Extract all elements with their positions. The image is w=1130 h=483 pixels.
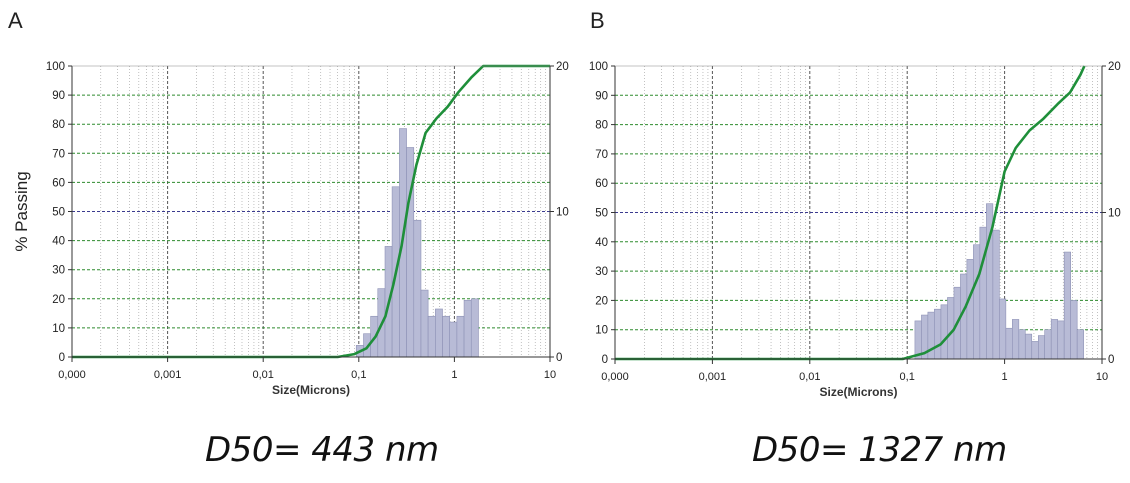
panel-b-y2-tick-label: 0: [1108, 354, 1114, 366]
panel-b-histogram-bar: [1024, 333, 1033, 360]
panel-a-y-tick-label: 100: [46, 61, 65, 73]
panel-a-histogram-bar: [442, 315, 451, 358]
panel-b-histogram-bar: [1070, 300, 1078, 360]
panel-b-y-tick-label: 20: [595, 295, 608, 307]
panel-a-y-tick-label: 70: [52, 148, 65, 160]
panel-b-histogram-bar: [1044, 329, 1052, 360]
panel-a-y-tick-label: 30: [52, 265, 65, 277]
panel-a-y-tick-label: 20: [52, 294, 65, 306]
panel-a-y-axis-title: % Passing: [12, 171, 31, 251]
panel-b-histogram-bar: [934, 308, 942, 360]
panel-a-letter: A: [8, 8, 23, 33]
panel-a-histogram-bar: [435, 308, 443, 358]
panel-a-histogram-bar: [420, 289, 429, 358]
panel-b-histogram-bar: [1057, 320, 1065, 360]
panel-a-x-tick-label: 10: [544, 369, 556, 381]
panel-b-y-tick-label: 100: [589, 61, 608, 73]
panel-b-d50-label: D50= 1327 nm: [752, 430, 1007, 470]
panel-b-y-tick-label: 80: [595, 120, 608, 132]
panel-b-y-tick-label: 60: [595, 178, 608, 190]
panel-b-y-tick-label: 0: [602, 354, 608, 366]
panel-a-histogram-bar: [427, 315, 436, 358]
panel-b-histogram-bar: [1018, 329, 1026, 360]
panel-a-x-tick-label: 1: [451, 369, 457, 381]
panel-b-x-tick-label: 0,001: [699, 371, 727, 383]
panel-a-x-tick-label: 0,000: [58, 369, 86, 381]
panel-b-histogram-bar: [1076, 329, 1084, 360]
panel-a-histogram-bar: [413, 219, 422, 358]
panel-b-histogram-bar: [1005, 327, 1013, 360]
panel-a-x-tick-label: 0,001: [154, 369, 182, 381]
panel-a-y-tick-label: 40: [52, 236, 65, 248]
panel-a-y2-tick-label: 10: [556, 207, 569, 219]
panel-a-y-tick-label: 80: [52, 119, 65, 131]
panel-a-y-tick-label: 0: [59, 352, 65, 364]
panel-b-histogram-bar: [1063, 251, 1071, 360]
panel-b-histogram-bar: [992, 229, 1000, 360]
panel-a-y-tick-label: 90: [52, 90, 65, 102]
panel-b-letter: B: [590, 8, 605, 33]
panel-b-histogram-bar: [973, 244, 981, 360]
panel-b-histogram-bar: [940, 304, 948, 360]
panel-a-y2-tick-label: 0: [556, 352, 562, 364]
panel-b-x-tick-label: 0,01: [799, 371, 820, 383]
panel-a-histogram-bar: [449, 321, 458, 358]
panel-a-histogram-bar: [470, 298, 479, 358]
panel-b-x-axis-title: Size(Microns): [819, 385, 897, 399]
panel-b-plot-area: [615, 66, 1102, 359]
panel-a-y2-tick-label: 20: [556, 61, 569, 73]
panel-b-x-tick-label: 0,000: [601, 371, 629, 383]
panel-b-histogram-bar: [1012, 319, 1020, 360]
panel-a-y-tick-label: 50: [52, 207, 65, 219]
panel-a-histogram-bar: [463, 299, 472, 358]
panel-a-y-tick-label: 10: [52, 323, 65, 335]
panel-b-x-tick-label: 10: [1096, 371, 1108, 383]
panel-b-histogram-bar: [1050, 319, 1059, 360]
panel-b-y-tick-label: 90: [595, 90, 608, 102]
panel-b-y2-tick-label: 10: [1108, 208, 1121, 220]
panel-a-x-axis-title: Size(Microns): [272, 383, 350, 397]
panel-b-y-tick-label: 70: [595, 149, 608, 161]
panel-a-x-tick-label: 0,01: [252, 369, 273, 381]
panel-b-y-tick-label: 50: [595, 208, 608, 220]
panel-b-y-tick-label: 40: [595, 237, 608, 249]
panel-b-histogram-bar: [1038, 335, 1045, 360]
panel-b-histogram-bar: [979, 226, 987, 360]
panel-a-histogram-bar: [456, 315, 465, 358]
panel-b-y-tick-label: 30: [595, 266, 608, 278]
panel-b-histogram-bar: [947, 297, 955, 360]
panel-b-x-tick-label: 0,1: [900, 371, 915, 383]
panel-a-x-tick-label: 0,1: [351, 369, 366, 381]
panel-b-histogram-bar: [999, 298, 1007, 360]
panel-b-histogram-bar: [1031, 341, 1039, 360]
panel-a-y-tick-label: 60: [52, 177, 65, 189]
panel-b-y-tick-label: 10: [595, 325, 608, 337]
panel-b-x-tick-label: 1: [1002, 371, 1008, 383]
panel-a-d50-label: D50= 443 nm: [205, 430, 439, 470]
panel-b-y2-tick-label: 20: [1108, 61, 1121, 73]
panel-b-histogram-bar: [966, 259, 974, 360]
